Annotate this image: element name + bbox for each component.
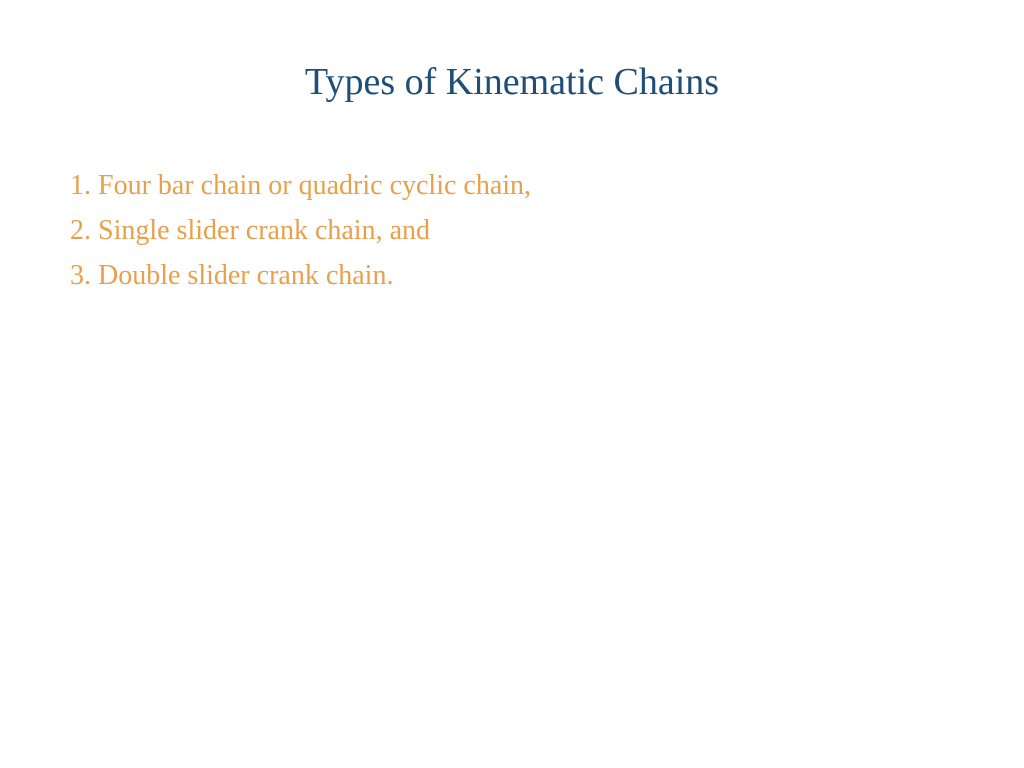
list-item: 2. Single slider crank chain, and bbox=[70, 209, 1024, 254]
list-item: 1. Four bar chain or quadric cyclic chai… bbox=[70, 164, 1024, 209]
list-container: 1. Four bar chain or quadric cyclic chai… bbox=[0, 164, 1024, 298]
slide-title: Types of Kinematic Chains bbox=[0, 60, 1024, 104]
slide-container: Types of Kinematic Chains 1. Four bar ch… bbox=[0, 0, 1024, 768]
list-item: 3. Double slider crank chain. bbox=[70, 254, 1024, 299]
